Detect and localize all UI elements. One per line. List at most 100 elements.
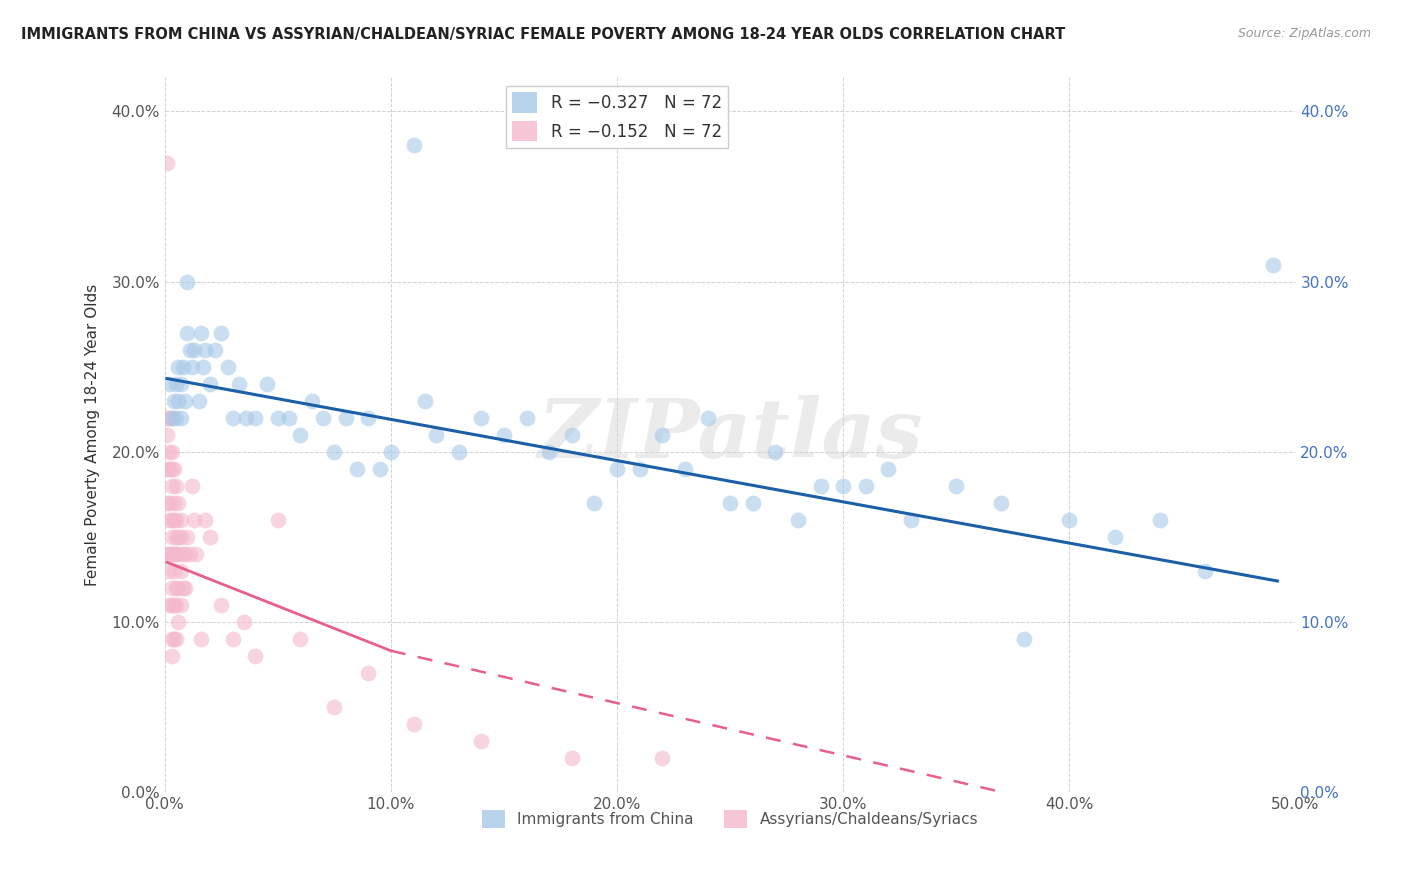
- Point: [160, 648, 183, 663]
- Point: [402, 717, 425, 731]
- Point: [447, 444, 470, 458]
- Point: [160, 479, 183, 493]
- Point: [312, 410, 335, 425]
- Point: [163, 496, 186, 510]
- Point: [787, 513, 810, 527]
- Point: [368, 461, 391, 475]
- Point: [157, 513, 180, 527]
- Point: [174, 393, 197, 408]
- Point: [193, 359, 215, 374]
- Point: [651, 751, 673, 765]
- Point: [198, 376, 221, 391]
- Point: [160, 547, 183, 561]
- Point: [877, 461, 900, 475]
- Point: [174, 547, 197, 561]
- Point: [157, 410, 180, 425]
- Point: [167, 393, 190, 408]
- Point: [990, 496, 1012, 510]
- Point: [357, 665, 380, 680]
- Point: [209, 598, 232, 612]
- Point: [156, 496, 179, 510]
- Point: [194, 343, 217, 357]
- Point: [323, 699, 346, 714]
- Point: [209, 326, 232, 340]
- Point: [301, 393, 323, 408]
- Point: [169, 376, 191, 391]
- Point: [187, 393, 209, 408]
- Point: [160, 410, 183, 425]
- Point: [165, 598, 187, 612]
- Point: [163, 632, 186, 646]
- Point: [335, 410, 357, 425]
- Point: [221, 632, 243, 646]
- Point: [651, 427, 673, 442]
- Point: [157, 461, 180, 475]
- Point: [165, 513, 187, 527]
- Point: [172, 547, 194, 561]
- Point: [1104, 530, 1126, 544]
- Point: [167, 359, 190, 374]
- Point: [606, 461, 628, 475]
- Text: Source: ZipAtlas.com: Source: ZipAtlas.com: [1237, 27, 1371, 40]
- Point: [1149, 513, 1171, 527]
- Point: [160, 632, 183, 646]
- Point: [741, 496, 763, 510]
- Point: [165, 547, 187, 561]
- Point: [290, 427, 312, 442]
- Point: [179, 547, 201, 561]
- Point: [628, 461, 651, 475]
- Point: [492, 427, 515, 442]
- Point: [561, 427, 583, 442]
- Point: [380, 444, 402, 458]
- Point: [190, 326, 212, 340]
- Point: [1261, 258, 1284, 272]
- Point: [183, 513, 205, 527]
- Point: [160, 461, 183, 475]
- Point: [165, 581, 187, 595]
- Point: [538, 444, 561, 458]
- Point: [245, 410, 267, 425]
- Point: [945, 479, 967, 493]
- Point: [169, 564, 191, 578]
- Point: [160, 513, 183, 527]
- Point: [718, 496, 741, 510]
- Point: [217, 359, 239, 374]
- Point: [179, 343, 201, 357]
- Point: [157, 496, 180, 510]
- Point: [267, 513, 290, 527]
- Point: [165, 632, 187, 646]
- Text: IMMIGRANTS FROM CHINA VS ASSYRIAN/CHALDEAN/SYRIAC FEMALE POVERTY AMONG 18-24 YEA: IMMIGRANTS FROM CHINA VS ASSYRIAN/CHALDE…: [21, 27, 1066, 42]
- Point: [278, 410, 301, 425]
- Point: [256, 376, 278, 391]
- Point: [160, 444, 183, 458]
- Point: [157, 598, 180, 612]
- Point: [186, 547, 208, 561]
- Point: [204, 343, 226, 357]
- Point: [190, 632, 212, 646]
- Point: [696, 410, 718, 425]
- Point: [163, 513, 186, 527]
- Point: [413, 393, 436, 408]
- Point: [673, 461, 696, 475]
- Point: [157, 444, 180, 458]
- Point: [163, 564, 186, 578]
- Point: [357, 410, 380, 425]
- Point: [402, 138, 425, 153]
- Point: [235, 410, 257, 425]
- Point: [160, 410, 183, 425]
- Point: [290, 632, 312, 646]
- Point: [156, 410, 179, 425]
- Point: [245, 648, 267, 663]
- Point: [165, 410, 187, 425]
- Point: [165, 376, 187, 391]
- Point: [167, 547, 190, 561]
- Text: ZIPatlas: ZIPatlas: [537, 394, 922, 475]
- Point: [583, 496, 606, 510]
- Point: [810, 479, 832, 493]
- Point: [160, 598, 183, 612]
- Point: [763, 444, 786, 458]
- Point: [176, 530, 198, 544]
- Point: [174, 581, 197, 595]
- Point: [167, 530, 190, 544]
- Point: [561, 751, 583, 765]
